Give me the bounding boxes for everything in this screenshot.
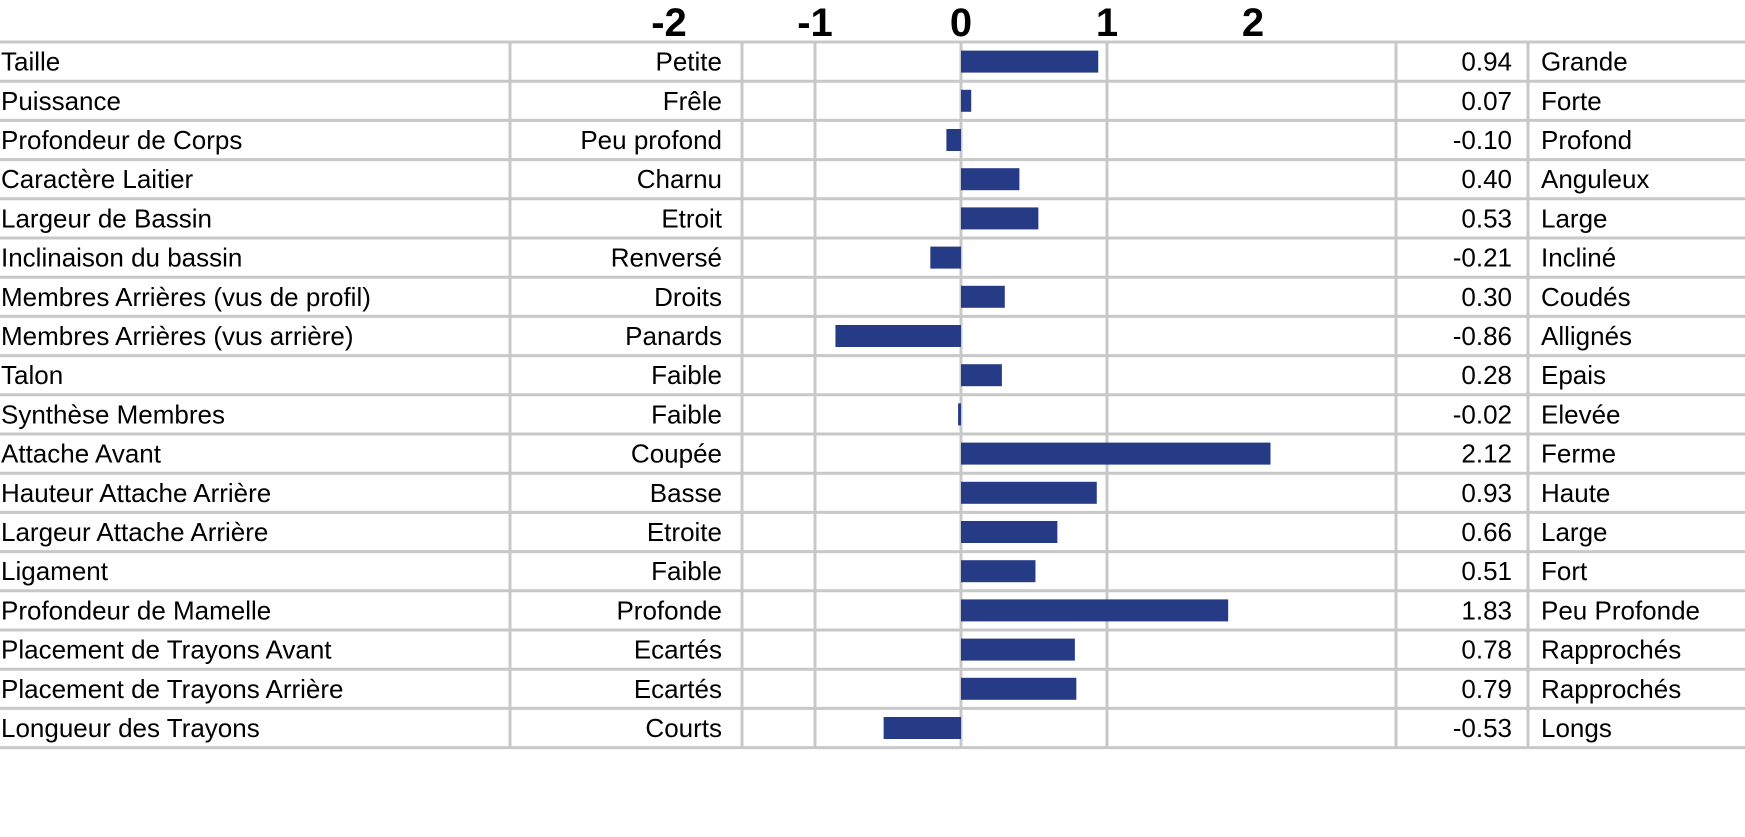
low-extreme-label: Etroite — [647, 517, 722, 547]
high-extreme-label: Haute — [1541, 478, 1610, 508]
low-extreme-label: Renversé — [611, 243, 722, 273]
value-label: 0.94 — [1461, 47, 1512, 77]
trait-name: Largeur Attache Arrière — [1, 517, 268, 547]
value-label: 0.79 — [1461, 674, 1512, 704]
trait-name: Profondeur de Corps — [1, 125, 242, 155]
trait-name: Taille — [1, 47, 60, 77]
bar — [958, 403, 961, 426]
value-label: -0.21 — [1453, 243, 1512, 273]
low-extreme-label: Coupée — [631, 439, 722, 469]
high-extreme-label: Incliné — [1541, 243, 1616, 273]
trait-name: Profondeur de Mamelle — [1, 595, 271, 625]
x-tick-label: 1 — [1096, 1, 1118, 45]
value-label: 0.30 — [1461, 282, 1512, 312]
bar — [961, 89, 972, 112]
bar — [961, 677, 1077, 700]
bar — [961, 50, 1099, 73]
high-extreme-label: Rapprochés — [1541, 674, 1681, 704]
bar — [961, 442, 1271, 465]
high-extreme-label: Rapprochés — [1541, 635, 1681, 665]
high-extreme-label: Ferme — [1541, 439, 1616, 469]
x-tick-label: -1 — [797, 1, 833, 45]
low-extreme-label: Ecartés — [634, 674, 722, 704]
x-tick-label: 0 — [950, 1, 972, 45]
bar — [835, 325, 961, 347]
low-extreme-label: Faible — [651, 399, 722, 429]
trait-name: Placement de Trayons Arrière — [1, 674, 344, 704]
high-extreme-label: Elevée — [1541, 399, 1621, 429]
value-label: 2.12 — [1461, 439, 1512, 469]
high-extreme-label: Large — [1541, 517, 1608, 547]
trait-name: Placement de Trayons Avant — [1, 635, 332, 665]
low-extreme-label: Etroit — [661, 203, 722, 233]
value-label: 0.28 — [1461, 360, 1512, 390]
low-extreme-label: Courts — [645, 713, 722, 743]
high-extreme-label: Grande — [1541, 47, 1628, 77]
trait-name: Membres Arrières (vus de profil) — [1, 282, 371, 312]
trait-name: Talon — [1, 360, 63, 390]
trait-name: Puissance — [1, 86, 121, 116]
value-label: -0.53 — [1453, 713, 1512, 743]
low-extreme-label: Faible — [651, 556, 722, 586]
high-extreme-label: Forte — [1541, 86, 1602, 116]
bar — [961, 285, 1005, 308]
high-extreme-label: Epais — [1541, 360, 1606, 390]
low-extreme-label: Frêle — [663, 86, 722, 116]
trait-name: Caractère Laitier — [1, 164, 194, 194]
bar — [883, 717, 961, 739]
bar — [961, 560, 1036, 583]
value-label: 0.66 — [1461, 517, 1512, 547]
bar — [961, 364, 1002, 387]
low-extreme-label: Ecartés — [634, 635, 722, 665]
bar — [946, 129, 961, 151]
x-tick-label: 2 — [1242, 1, 1264, 45]
trait-name: Attache Avant — [1, 439, 162, 469]
value-label: 0.53 — [1461, 203, 1512, 233]
high-extreme-label: Profond — [1541, 125, 1632, 155]
low-extreme-label: Droits — [654, 282, 722, 312]
high-extreme-label: Allignés — [1541, 321, 1632, 351]
bar — [961, 207, 1039, 230]
value-label: 1.83 — [1461, 595, 1512, 625]
bar — [961, 599, 1229, 622]
x-tick-label: -2 — [651, 1, 687, 45]
trait-name: Longueur des Trayons — [1, 713, 260, 743]
high-extreme-label: Coudés — [1541, 282, 1631, 312]
low-extreme-label: Basse — [650, 478, 722, 508]
value-label: -0.10 — [1453, 125, 1512, 155]
low-extreme-label: Faible — [651, 360, 722, 390]
low-extreme-label: Charnu — [637, 164, 722, 194]
trait-name: Largeur de Bassin — [1, 203, 212, 233]
bar — [961, 168, 1020, 191]
value-label: 0.51 — [1461, 556, 1512, 586]
trait-name: Synthèse Membres — [1, 399, 225, 429]
bar — [930, 246, 961, 269]
low-extreme-label: Petite — [656, 47, 723, 77]
high-extreme-label: Anguleux — [1541, 164, 1649, 194]
high-extreme-label: Peu Profonde — [1541, 595, 1700, 625]
value-label: 0.78 — [1461, 635, 1512, 665]
high-extreme-label: Fort — [1541, 556, 1588, 586]
value-label: -0.86 — [1453, 321, 1512, 351]
low-extreme-label: Peu profond — [580, 125, 722, 155]
low-extreme-label: Profonde — [616, 595, 722, 625]
bar — [961, 521, 1058, 543]
bar — [961, 481, 1097, 504]
bar — [961, 638, 1075, 661]
trait-name: Inclinaison du bassin — [1, 243, 242, 273]
value-label: -0.02 — [1453, 399, 1512, 429]
value-label: 0.93 — [1461, 478, 1512, 508]
high-extreme-label: Large — [1541, 203, 1608, 233]
low-extreme-label: Panards — [625, 321, 722, 351]
trait-name: Hauteur Attache Arrière — [1, 478, 271, 508]
value-label: 0.07 — [1461, 86, 1512, 116]
high-extreme-label: Longs — [1541, 713, 1612, 743]
value-label: 0.40 — [1461, 164, 1512, 194]
trait-name: Ligament — [1, 556, 109, 586]
trait-name: Membres Arrières (vus arrière) — [1, 321, 354, 351]
